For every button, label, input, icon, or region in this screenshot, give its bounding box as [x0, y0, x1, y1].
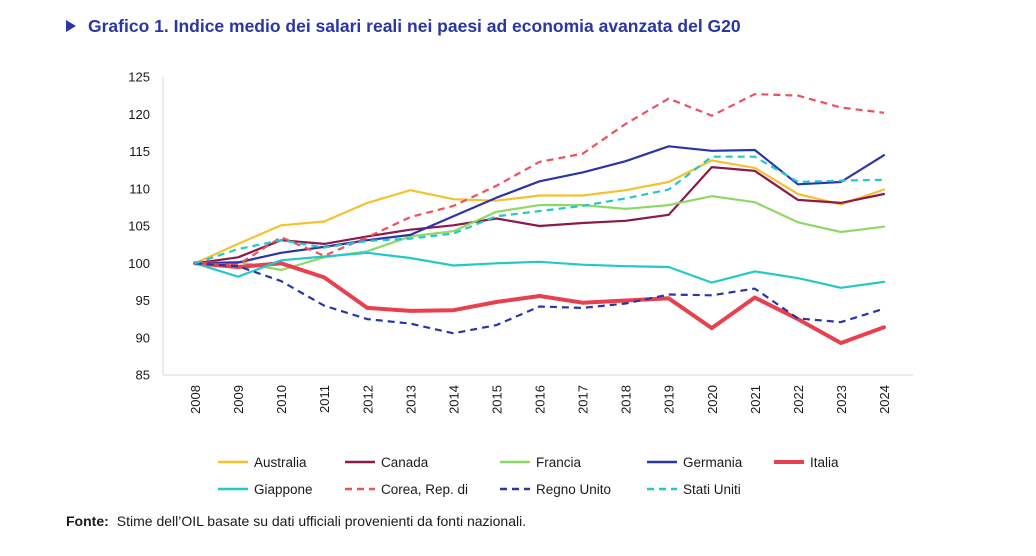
chart-legend: Australia Canada Francia Germania Italia Giap… — [218, 455, 839, 497]
legend-label-australia: Australia — [254, 455, 307, 470]
source-label: Fonte: — [66, 513, 109, 529]
x-tick-label: 2009 — [231, 385, 246, 414]
x-tick-label: 2016 — [533, 385, 548, 414]
chart-title: Grafico 1. Indice medio dei salari reali… — [88, 15, 741, 36]
x-tick-label: 2020 — [705, 385, 720, 414]
y-tick-label: 110 — [129, 181, 150, 196]
play-arrow-icon — [66, 20, 76, 32]
source-text: Stime dell’OIL basate su dati ufficiali … — [116, 513, 527, 529]
series-line-francia — [193, 195, 886, 272]
x-tick-label: 2010 — [274, 385, 289, 414]
series-line-canada — [193, 166, 886, 265]
y-tick-label: 100 — [128, 256, 150, 271]
x-tick-label: 2018 — [619, 385, 634, 414]
x-tick-label: 2017 — [576, 385, 591, 414]
y-tick-label: 105 — [128, 219, 150, 234]
legend-label-germania: Germania — [683, 455, 743, 470]
y-tick-label: 115 — [129, 144, 150, 159]
source-note: Fonte: Stime dell’OIL basate su dati uffi… — [66, 513, 526, 529]
x-tick-label: 2008 — [188, 385, 203, 414]
y-tick-label: 85 — [136, 368, 150, 383]
legend-label-stati-uniti: Stati Uniti — [683, 482, 741, 497]
series-line-corea-rep-di — [194, 92, 885, 266]
x-tick-label: 2021 — [748, 385, 763, 414]
y-tick-label: 125 — [128, 70, 150, 85]
legend-label-giappone: Giappone — [254, 482, 313, 497]
series-line-regno-unito — [194, 262, 885, 335]
y-tick-label: 90 — [136, 330, 150, 345]
x-tick-label: 2023 — [834, 385, 849, 414]
x-tick-label: 2014 — [446, 385, 461, 414]
x-tick-label: 2024 — [877, 385, 892, 414]
y-tick-label: 120 — [128, 107, 150, 122]
x-tick-label: 2013 — [403, 385, 418, 414]
x-tick-label: 2019 — [662, 385, 677, 414]
legend-label-italia: Italia — [810, 455, 839, 470]
y-tick-label: 95 — [136, 293, 150, 308]
x-tick-label: 2011 — [317, 385, 332, 413]
legend-label-canada: Canada — [381, 455, 429, 470]
chart-axes: 85 90 95 100 105 110 115 120 125 2008 2009 2010 2011… — [128, 70, 913, 414]
x-tick-label: 2015 — [489, 385, 504, 414]
legend-label-regno-unito: Regno Unito — [536, 482, 611, 497]
legend-label-corea-rep-di: Corea, Rep. di — [381, 482, 468, 497]
series-line-australia — [193, 159, 886, 265]
series-line-italia — [193, 261, 886, 345]
x-tick-label: 2012 — [360, 385, 375, 414]
legend-label-francia: Francia — [536, 455, 582, 470]
series-line-giappone — [193, 251, 886, 289]
x-tick-label: 2022 — [791, 385, 806, 414]
chart-series — [193, 92, 886, 345]
series-line-stati-uniti — [194, 155, 885, 265]
chart-title-row: Grafico 1. Indice medio dei salari reali… — [66, 13, 741, 39]
